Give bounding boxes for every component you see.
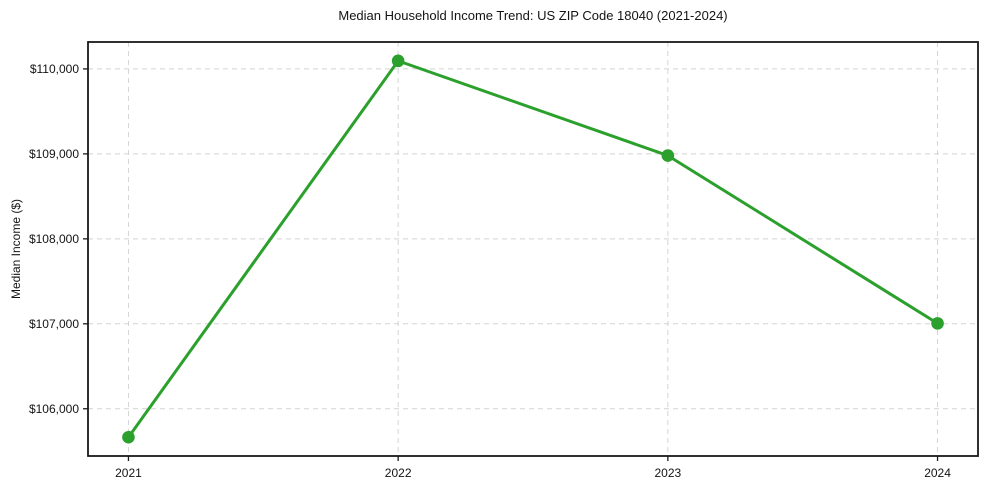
x-tick-label: 2021 xyxy=(115,466,142,480)
x-tick-label: 2023 xyxy=(654,466,681,480)
y-tick-label: $106,000 xyxy=(29,402,79,416)
y-tick-label: $110,000 xyxy=(30,62,79,76)
y-axis-label: Median Income ($) xyxy=(9,198,23,300)
y-tick-label: $109,000 xyxy=(29,147,79,161)
x-tick-label: 2024 xyxy=(924,466,951,480)
y-tick-label: $108,000 xyxy=(29,232,79,246)
y-tick-label: $107,000 xyxy=(29,317,79,331)
x-tick-label: 2022 xyxy=(385,466,412,480)
data-point-marker xyxy=(931,317,944,330)
data-point-marker xyxy=(122,430,135,444)
chart-title: Median Household Income Trend: US ZIP Co… xyxy=(338,8,728,23)
trend-line xyxy=(126,59,940,439)
data-point-marker xyxy=(661,149,675,162)
data-point-marker xyxy=(391,54,405,68)
plot-frame xyxy=(87,41,979,457)
